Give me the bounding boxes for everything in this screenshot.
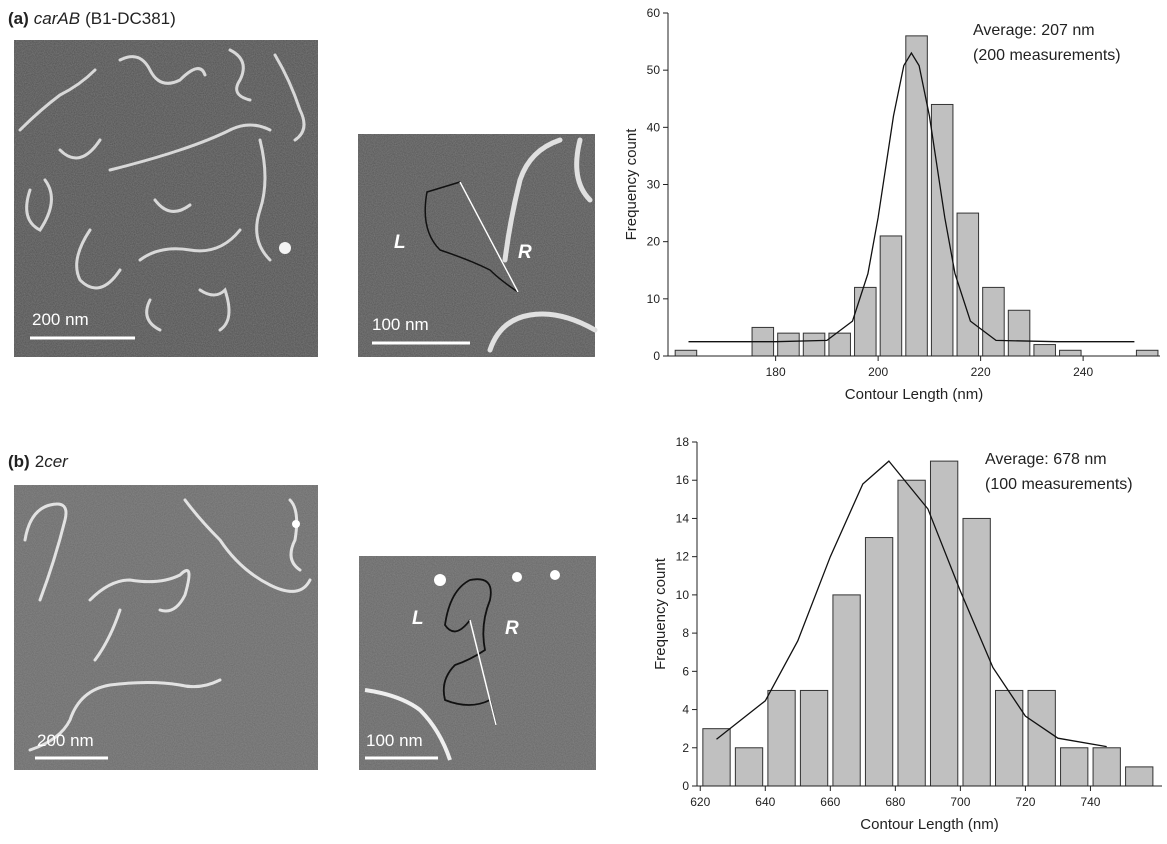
bar — [930, 103, 954, 357]
x-tick-label: 700 — [950, 795, 970, 809]
panel-tag: (b) — [8, 452, 30, 471]
bar — [1059, 349, 1082, 357]
scale-bar-label: 200 nm — [37, 731, 94, 750]
bar — [1135, 349, 1159, 357]
afm-image-b-small — [359, 556, 596, 770]
bar — [734, 747, 764, 787]
x-tick-label: 740 — [1080, 795, 1100, 809]
x-tick-label: 220 — [971, 365, 991, 379]
annotation: Average: 207 nm — [973, 22, 1095, 39]
y-tick-label: 18 — [676, 435, 690, 449]
bar — [702, 728, 731, 787]
bar — [995, 689, 1024, 787]
annotation: (100 measurements) — [985, 476, 1133, 493]
bar — [956, 212, 980, 357]
y-tick-label: 0 — [653, 349, 660, 363]
panel-title: (a) carAB (B1-DC381) — [8, 9, 176, 28]
y-axis-label: Frequency count — [623, 128, 640, 241]
fit-curve — [688, 51, 1135, 343]
x-tick-label: 240 — [1073, 365, 1093, 379]
y-axis-label: Frequency count — [652, 557, 669, 670]
annotation: Average: 678 nm — [985, 451, 1107, 468]
bar — [767, 689, 796, 787]
panel-title-part: 2 — [35, 452, 44, 471]
scale-bar-label: 200 nm — [32, 310, 89, 329]
arm-label: R — [505, 618, 519, 639]
y-tick-label: 60 — [647, 6, 661, 20]
x-tick-label: 620 — [690, 795, 710, 809]
bar — [799, 689, 829, 787]
x-tick-label: 720 — [1015, 795, 1035, 809]
y-tick-label: 0 — [682, 779, 689, 793]
bar — [1007, 309, 1031, 357]
panel-title: (b) 2cer — [8, 452, 69, 471]
x-tick-label: 640 — [755, 795, 775, 809]
bar — [832, 594, 861, 787]
afm-image-a-large — [14, 40, 318, 357]
y-tick-label: 30 — [647, 178, 661, 192]
x-tick-label: 680 — [885, 795, 905, 809]
afm-image-b-large — [14, 485, 318, 770]
bar — [1125, 766, 1154, 787]
annotation: (200 measurements) — [973, 47, 1121, 64]
bar — [897, 479, 926, 787]
bar — [802, 332, 826, 357]
panel-title-part: carAB — [34, 9, 80, 28]
panel-title-part: (B1-DC381) — [85, 9, 176, 28]
x-axis-label: Contour Length (nm) — [860, 816, 998, 833]
y-tick-label: 16 — [676, 473, 690, 487]
bar — [1060, 747, 1089, 787]
scale-bar-label: 100 nm — [372, 315, 429, 334]
y-tick-label: 20 — [647, 235, 661, 249]
bar — [864, 537, 894, 787]
arm-label: L — [394, 232, 406, 253]
bar — [674, 349, 698, 357]
bar — [905, 35, 928, 357]
bar — [982, 286, 1005, 357]
afm-image-a-small — [358, 134, 598, 357]
y-tick-label: 12 — [676, 550, 690, 564]
x-tick-label: 200 — [868, 365, 888, 379]
bar — [854, 286, 877, 357]
panel-title-part: cer — [44, 452, 69, 471]
scale-bar-label: 100 nm — [366, 731, 423, 750]
bar — [1027, 689, 1056, 787]
y-tick-label: 10 — [676, 588, 690, 602]
x-axis-label: Contour Length (nm) — [845, 386, 983, 403]
y-tick-label: 2 — [682, 741, 689, 755]
fit-curve — [716, 460, 1107, 748]
bar — [1092, 747, 1121, 787]
y-tick-label: 50 — [647, 63, 661, 77]
y-tick-label: 10 — [647, 292, 661, 306]
x-tick-label: 180 — [766, 365, 786, 379]
y-tick-label: 14 — [676, 511, 690, 525]
bar — [929, 460, 959, 787]
x-tick-label: 660 — [820, 795, 840, 809]
y-tick-label: 8 — [682, 626, 689, 640]
arm-label: L — [412, 608, 424, 629]
y-tick-label: 6 — [682, 664, 689, 678]
arm-label: R — [518, 242, 532, 263]
bar — [777, 332, 800, 357]
bar — [1033, 344, 1056, 357]
panel-tag: (a) — [8, 9, 29, 28]
scale-bars — [30, 336, 470, 760]
y-tick-label: 4 — [682, 703, 689, 717]
y-tick-label: 40 — [647, 120, 661, 134]
bar — [879, 235, 903, 357]
